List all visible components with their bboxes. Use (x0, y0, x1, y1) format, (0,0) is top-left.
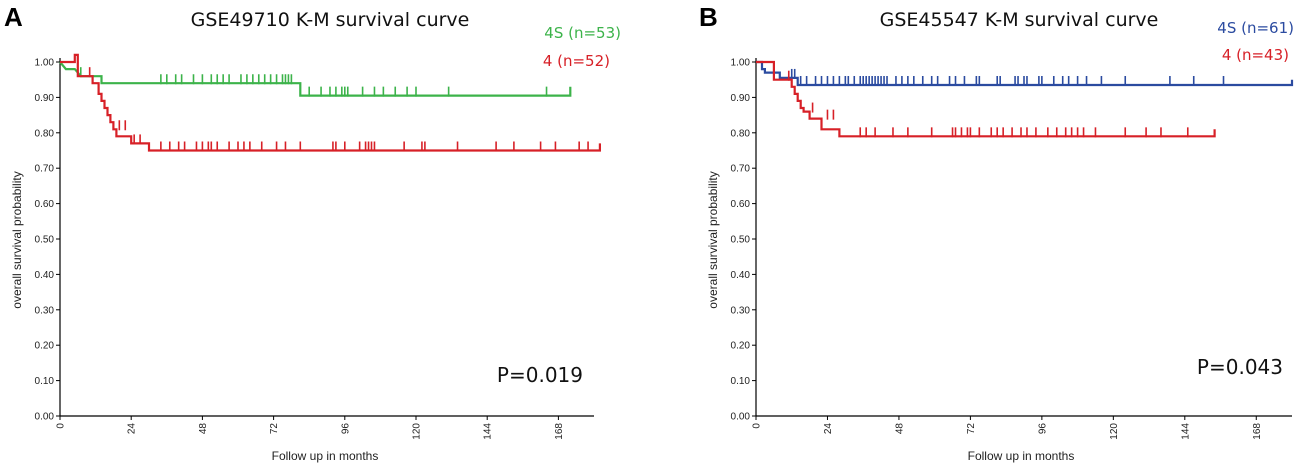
panel-b-y-tick-label: 0.70 (731, 164, 751, 175)
panel-b-y-tick-label: 0.20 (731, 341, 751, 352)
panel-a-y-tick-label: 0.70 (35, 164, 55, 175)
panel-b-y-tick-label: 0.90 (731, 93, 751, 104)
panel-b-xlabel: Follow up in months (968, 449, 1075, 463)
panel-b-x-tick-label: 72 (966, 423, 977, 435)
panel-b-x-tick-label: 168 (1252, 423, 1263, 440)
panel-a-y-tick-label: 0.60 (35, 199, 55, 210)
panel-b-x-tick-label: 120 (1109, 423, 1120, 440)
panel-b-letter: B (699, 2, 718, 32)
panel-b-x-tick-label: 144 (1180, 423, 1191, 440)
panel-a-y-tick-label: 0.20 (35, 341, 55, 352)
panel-b-y-tick-label: 0.30 (731, 305, 751, 316)
panel-b-plot: 0.00 0.10 0.20 0.30 0.40 0.50 0.60 0.70 0.80 0.90… (731, 58, 1294, 440)
panel-a-letter: A (4, 2, 23, 32)
panel-a-x-tick-label: 24 (127, 423, 138, 435)
panel-b-series-4s-curve (756, 60, 1294, 87)
panel-a-y-tick-label: 0.40 (35, 270, 55, 281)
panel-b-x-tick-label: 48 (894, 423, 905, 435)
panel-a-x-tick-label: 48 (198, 423, 209, 435)
panel-a-plot: 0.00 0.10 0.20 0.30 0.40 0.50 0.60 0.70 0.80 0.90… (35, 53, 602, 440)
panel-a-x-tick-label: 144 (483, 423, 494, 440)
panel-b-y-tick-label: 0.00 (731, 412, 751, 423)
panel-a-xlabel: Follow up in months (272, 449, 379, 463)
panel-a-y-tick-label: 0.80 (35, 128, 55, 139)
panel-b-y-tick-label: 0.10 (731, 376, 751, 387)
panel-a-legend-4: 4 (n=52) (543, 52, 610, 70)
panel-a-y-tick-label: 0.90 (35, 93, 55, 104)
panel-b: B GSE45547 K-M survival curve Follow up … (699, 2, 1294, 463)
panel-b-y-tick-label: 0.50 (731, 235, 751, 246)
panel-a-x-tick-label: 96 (340, 423, 351, 435)
panel-a-title: GSE49710 K-M survival curve (191, 9, 470, 31)
panel-b-x-tick-label: 96 (1037, 423, 1048, 435)
panel-b-series-4-curve (756, 60, 1216, 138)
panel-a: A GSE49710 K-M survival curve Follow up … (4, 2, 621, 463)
panel-b-ylabel: overall survival probability (706, 171, 720, 308)
panel-b-x-tick-label: 0 (752, 423, 763, 429)
panel-a-y-tick-label: 1.00 (35, 58, 55, 69)
panel-a-x-tick-label: 0 (56, 423, 67, 429)
panel-b-p-value: P=0.043 (1197, 355, 1283, 379)
panel-b-legend-4: 4 (n=43) (1222, 46, 1289, 64)
panel-b-legend-4s: 4S (n=61) (1217, 19, 1294, 37)
panel-b-y-tick-label: 0.60 (731, 199, 751, 210)
panel-a-series-4-curve (60, 53, 602, 152)
panel-a-y-tick-label: 0.10 (35, 376, 55, 387)
panel-b-y-tick-label: 0.40 (731, 270, 751, 281)
panel-a-p-value: P=0.019 (497, 363, 583, 387)
panel-a-x-tick-label: 72 (269, 423, 280, 435)
panel-a-x-tick-label: 168 (554, 423, 565, 440)
panel-a-y-tick-label: 0.50 (35, 235, 55, 246)
panel-b-x-tick-label: 24 (823, 423, 834, 435)
panel-a-x-tick-label: 120 (412, 423, 423, 440)
panel-a-y-tick-label: 0.00 (35, 412, 55, 423)
panel-a-y-tick-label: 0.30 (35, 305, 55, 316)
panel-a-ylabel: overall survival probability (10, 171, 24, 308)
panel-b-y-tick-label: 1.00 (731, 58, 751, 69)
panel-a-series-4s-curve (59, 61, 572, 97)
panel-b-title: GSE45547 K-M survival curve (880, 9, 1159, 31)
panel-b-y-tick-label: 0.80 (731, 128, 751, 139)
panel-a-legend-4s: 4S (n=53) (544, 24, 621, 42)
